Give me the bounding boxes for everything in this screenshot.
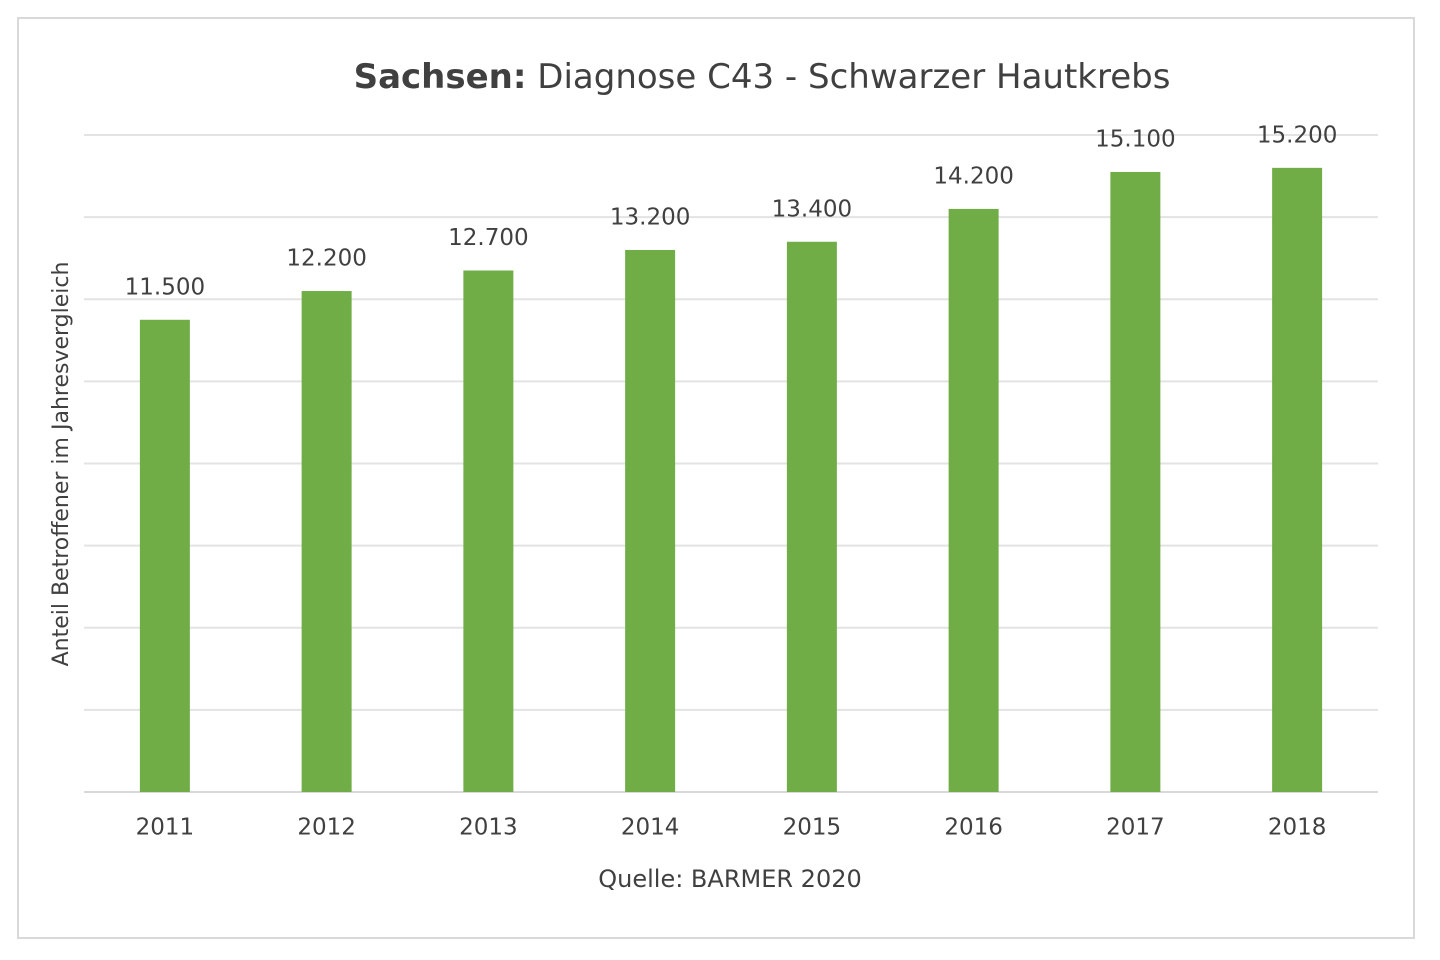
bar xyxy=(625,249,676,793)
title-bold: Sachsen: xyxy=(354,57,527,97)
x-tick-label: 2014 xyxy=(621,815,680,841)
bar xyxy=(1272,167,1323,793)
chart-title: Sachsen: Diagnose C43 - Schwarzer Hautkr… xyxy=(354,57,1171,97)
chart-frame xyxy=(17,17,1415,939)
value-label: 13.400 xyxy=(772,196,852,222)
bar xyxy=(786,241,837,792)
value-label: 15.200 xyxy=(1257,122,1337,148)
value-label: 14.200 xyxy=(933,163,1013,189)
bar xyxy=(948,208,999,793)
value-label: 11.500 xyxy=(125,274,205,300)
x-tick-label: 2018 xyxy=(1268,815,1327,841)
value-label: 13.200 xyxy=(610,204,690,230)
source: Quelle: BARMER 2020 xyxy=(598,865,862,893)
x-tick-label: 2013 xyxy=(459,815,518,841)
x-tick-label: 2017 xyxy=(1106,815,1165,841)
value-label: 12.700 xyxy=(448,225,528,251)
bar xyxy=(139,319,190,792)
value-label: 12.200 xyxy=(286,246,366,272)
bar xyxy=(1110,171,1161,793)
title-rest: Diagnose C43 - Schwarzer Hautkrebs xyxy=(537,57,1170,97)
x-tick-label: 2016 xyxy=(944,815,1003,841)
bar xyxy=(463,270,514,793)
value-label: 15.100 xyxy=(1095,126,1175,152)
y-axis-label: Anteil Betroffener im Jahresvergleich xyxy=(49,262,74,667)
x-tick-label: 2011 xyxy=(136,815,195,841)
x-tick-label: 2012 xyxy=(297,815,356,841)
x-tick-label: 2015 xyxy=(783,815,842,841)
bar xyxy=(301,291,352,792)
